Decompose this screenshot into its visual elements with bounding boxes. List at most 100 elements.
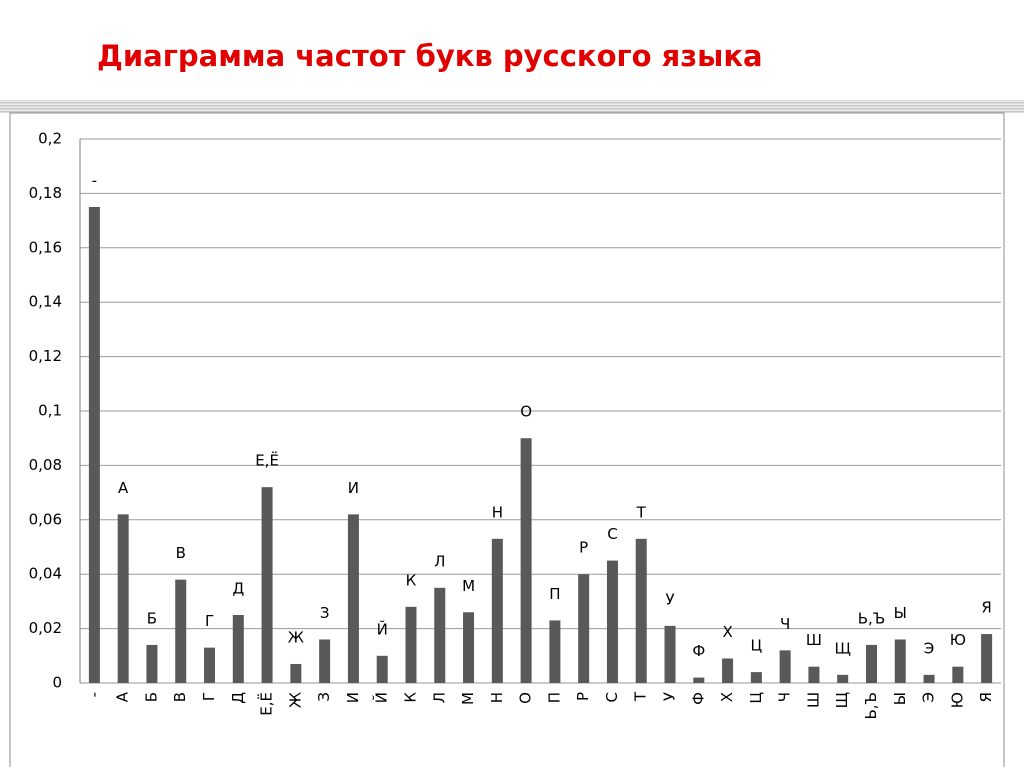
bar-label: А (118, 479, 129, 497)
x-tick-label: О (517, 692, 535, 704)
bar-label: Щ (835, 639, 851, 657)
bar (578, 574, 590, 683)
x-tick-label: Я (977, 692, 995, 702)
bar (837, 674, 849, 683)
bar-label: З (320, 604, 330, 622)
x-tick-label: Е,Ё (257, 692, 276, 716)
x-tick-label: - (85, 692, 103, 697)
x-tick-label: Г (200, 692, 218, 701)
x-tick-label: Ж (286, 692, 304, 708)
x-tick-label: В (171, 692, 189, 702)
bar-label: Ж (288, 628, 304, 646)
bar-label: Ф (692, 642, 705, 660)
bar (491, 538, 503, 683)
y-tick-label: 0,04 (29, 565, 62, 583)
bar (117, 514, 129, 683)
x-tick-label: Ф (689, 692, 707, 705)
x-tick-label: Т (632, 691, 650, 702)
bar (347, 514, 359, 683)
bar (175, 579, 187, 683)
y-tick-label: 0,1 (38, 402, 62, 420)
bar-label: К (406, 571, 417, 589)
x-tick-label: Ц (747, 692, 765, 704)
bar (923, 674, 935, 683)
x-tick-label: Ь,Ъ (862, 692, 880, 720)
x-tick-label: Ю (948, 692, 966, 708)
x-tick-label: С (603, 692, 621, 702)
x-tick-label: Й (372, 692, 391, 703)
x-tick-label: Д (229, 692, 247, 704)
x-tick-label: Р (574, 692, 592, 701)
bar-label: П (549, 585, 560, 603)
bar (463, 612, 475, 683)
bar-label: Ш (806, 631, 822, 649)
x-tick-label: Ч (776, 692, 794, 702)
bar (434, 587, 446, 683)
x-tick-label: П (545, 692, 563, 703)
bar-label: Б (147, 609, 157, 627)
bar-label: Ь,Ъ (858, 609, 886, 627)
bar (261, 487, 273, 683)
bar (88, 207, 100, 683)
plot-area: 0 0,02 0,04 0,06 0,08 0,1 0,12 0,14 0,16 0,18 0,2 -… (29, 130, 1001, 720)
x-tick-label: Щ (833, 692, 851, 708)
x-tick-label: Н (488, 692, 506, 703)
bar (664, 625, 676, 683)
bar-label: Я (981, 599, 991, 617)
bar (894, 639, 906, 683)
y-tick-label: 0,08 (29, 456, 62, 474)
bar (750, 672, 762, 683)
x-tick-label: Ш (804, 692, 822, 708)
bar-label: - (92, 172, 97, 190)
bar-label: Е,Ё (255, 451, 279, 470)
bar-label: Л (434, 552, 445, 570)
bar-label: Ч (780, 615, 790, 633)
x-tick-label: Ы (891, 692, 909, 705)
bar-label: Р (579, 539, 588, 557)
y-tick-label: 0,06 (29, 510, 62, 528)
x-tick-label: И (344, 692, 362, 703)
bar-label: О (520, 403, 532, 421)
chart-frame (9, 112, 1005, 771)
x-tick-label: У (661, 692, 679, 701)
bar (606, 560, 618, 683)
bar (204, 647, 216, 683)
bar (779, 650, 791, 683)
slide-title: Диаграмма частот букв русского языка (97, 39, 763, 73)
bar-label: Д (232, 580, 244, 598)
bar-label: С (607, 525, 617, 543)
bar (146, 644, 158, 683)
bar-label: У (665, 590, 674, 608)
bar (693, 677, 705, 683)
bar (405, 606, 417, 683)
title-band (0, 100, 1024, 113)
bar-label: И (348, 479, 359, 497)
y-tick-label: 0,16 (29, 238, 62, 256)
bar-label: В (176, 544, 186, 562)
bar (808, 666, 820, 683)
bar-label: Э (924, 639, 934, 657)
bar (635, 538, 647, 683)
y-tick-label: 0,02 (29, 619, 62, 637)
bar-label: Й (377, 619, 388, 638)
x-tick-label: А (114, 691, 132, 702)
bar-label: Ы (894, 604, 907, 622)
y-tick-label: 0,2 (38, 130, 62, 148)
bar (376, 655, 388, 683)
bar-label: Г (205, 612, 214, 630)
bar (290, 663, 302, 683)
bar-label: Ц (751, 637, 763, 655)
bar (319, 639, 331, 683)
x-tick-label: М (459, 692, 477, 705)
x-tick-label: З (315, 692, 333, 702)
bar (722, 658, 734, 683)
x-tick-label: Б (142, 692, 160, 702)
x-tick-label: Э (920, 692, 938, 702)
y-tick-label: 0,14 (29, 293, 62, 311)
y-tick-label: 0,12 (29, 347, 62, 365)
y-tick-label: 0 (52, 674, 62, 692)
bar (520, 438, 532, 683)
x-tick-label: Х (718, 692, 736, 702)
bar-label: Н (492, 503, 503, 521)
